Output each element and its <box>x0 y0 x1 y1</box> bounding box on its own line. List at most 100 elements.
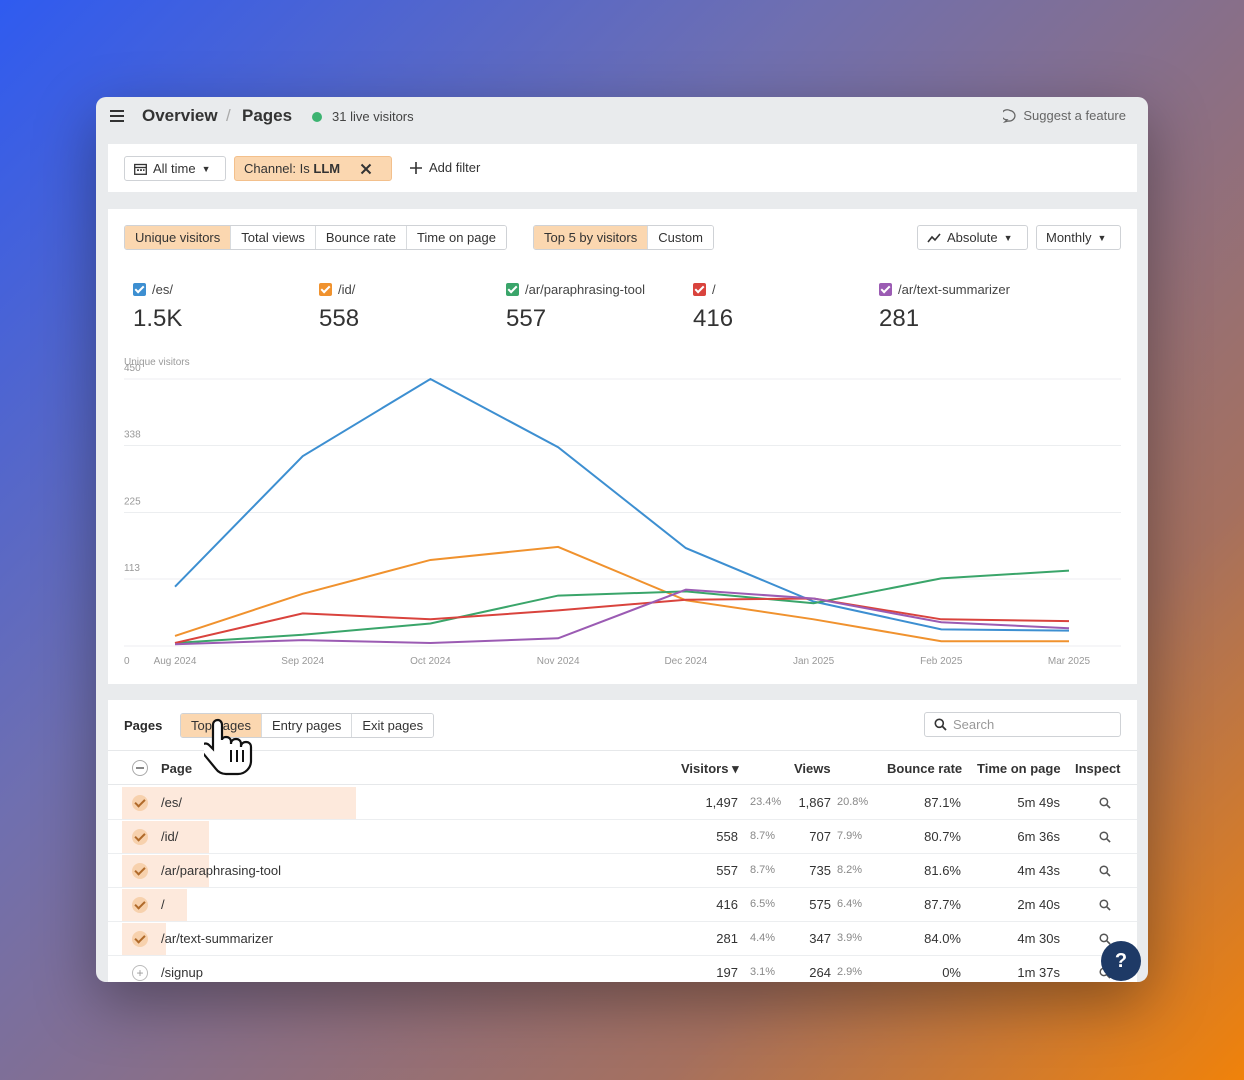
table-row[interactable]: /ar/text-summarizer 281 4.4% 347 3.9% 84.0% 4m… <box>108 922 1137 956</box>
cell-visitors: 197 <box>716 965 738 980</box>
search-input[interactable]: Search <box>924 712 1121 737</box>
sort-desc-icon: ▾ <box>732 761 739 776</box>
channel-filter-label: Channel: Is LLM <box>244 161 340 176</box>
visitor-share-bar <box>122 787 356 819</box>
channel-filter-prefix: Channel: Is <box>244 161 314 176</box>
checkbox-icon[interactable] <box>506 283 519 297</box>
close-icon[interactable] <box>360 163 372 175</box>
tab-unique-visitors[interactable]: Unique visitors <box>125 226 232 249</box>
row-checked-icon[interactable] <box>132 795 148 811</box>
legend-item-root[interactable]: / 416 <box>693 281 733 333</box>
col-visitors-label: Visitors <box>681 761 729 776</box>
cell-bounce: 84.0% <box>924 931 961 946</box>
tab-exit-pages[interactable]: Exit pages <box>352 714 434 737</box>
cell-time: 4m 30s <box>1017 931 1060 946</box>
calendar-icon <box>134 163 147 175</box>
checkbox-icon[interactable] <box>133 283 146 297</box>
cell-views: 575 <box>809 897 831 912</box>
checkbox-icon[interactable] <box>319 283 332 297</box>
cell-time: 6m 36s <box>1017 829 1060 844</box>
table-row[interactable]: /ar/paraphrasing-tool 557 8.7% 735 8.2% 81.6%… <box>108 854 1137 888</box>
col-page[interactable]: Page <box>161 761 193 776</box>
cell-visitors-pct: 3.1% <box>750 966 776 978</box>
scale-dropdown[interactable]: Absolute ▼ <box>917 225 1028 250</box>
row-checked-icon[interactable] <box>132 829 148 845</box>
inspect-icon[interactable] <box>1099 865 1111 877</box>
legend-name: /es/ <box>152 282 173 298</box>
legend-item-es[interactable]: /es/ 1.5K <box>133 281 182 333</box>
checkbox-icon[interactable] <box>879 283 892 297</box>
legend-item-summarizer[interactable]: /ar/text-summarizer 281 <box>879 281 1010 333</box>
cell-page[interactable]: /ar/paraphrasing-tool <box>161 863 281 878</box>
tab-total-views[interactable]: Total views <box>231 226 316 249</box>
cell-time: 1m 37s <box>1017 965 1060 980</box>
chart-panel: Unique visitors Total views Bounce rate … <box>108 209 1137 684</box>
chevron-down-icon: ▼ <box>1003 232 1013 243</box>
breadcrumb-overview[interactable]: Overview <box>142 106 218 125</box>
legend-value: 416 <box>693 305 734 332</box>
channel-filter-value: LLM <box>313 161 341 176</box>
row-checked-icon[interactable] <box>132 897 148 913</box>
col-bounce-rate[interactable]: Bounce rate <box>887 761 963 776</box>
legend-value: 557 <box>506 305 547 332</box>
cell-views-pct: 3.9% <box>837 932 863 944</box>
legend-value: 558 <box>319 305 360 332</box>
tab-time-on-page[interactable]: Time on page <box>406 226 506 249</box>
tab-bounce-rate[interactable]: Bounce rate <box>315 226 407 249</box>
series-line-3 <box>174 597 1070 645</box>
legend-item-id[interactable]: /id/ 558 <box>319 281 359 333</box>
table-row[interactable]: /id/558 8.7% 707 7.9% 80.7% 6m 36s <box>108 820 1137 854</box>
collapse-all-icon[interactable] <box>132 760 148 776</box>
tab-entry-pages[interactable]: Entry pages <box>262 714 353 737</box>
pages-table-panel: Pages Top pages Entry pages Exit pages S… <box>108 700 1137 982</box>
table-header: Page Visitors ▾ Views Bounce rate Time o… <box>108 750 1137 785</box>
cell-page[interactable]: /es/ <box>161 795 182 810</box>
cell-bounce: 87.7% <box>924 897 961 912</box>
interval-label: Monthly <box>1046 230 1092 245</box>
inspect-icon[interactable] <box>1099 831 1111 843</box>
table-row[interactable]: / 416 6.5% 575 6.4% 87.7% 2m 40s <box>108 888 1137 922</box>
y-tick-label: 338 <box>124 429 141 440</box>
table-tabs: Top pages Entry pages Exit pages <box>180 713 435 738</box>
hand-pointer-icon <box>204 718 253 776</box>
col-time-on-page[interactable]: Time on page <box>977 761 1061 776</box>
cell-visitors: 558 <box>716 829 738 844</box>
cell-page[interactable]: /signup <box>161 965 203 980</box>
help-button[interactable]: ? <box>1101 941 1141 981</box>
y-tick-label: 0 <box>124 656 130 667</box>
inspect-icon[interactable] <box>1099 899 1111 911</box>
cell-views: 1,867 <box>798 795 831 810</box>
series-line-0 <box>174 377 1070 632</box>
filter-bar: All time ▼ Channel: Is LLM Add filter <box>108 144 1137 192</box>
col-visitors[interactable]: Visitors ▾ <box>681 761 739 777</box>
legend-item-paraphrasing[interactable]: /ar/paraphrasing-tool 557 <box>506 281 645 333</box>
x-tick-label: Mar 2025 <box>1048 656 1091 667</box>
table-row[interactable]: /es/1,497 23.4% 1,867 20.8% 87.1% 5m 49s <box>108 786 1137 820</box>
suggest-feature-link[interactable]: Suggest a feature <box>1003 108 1126 123</box>
col-views[interactable]: Views <box>794 761 831 776</box>
cell-visitors: 281 <box>716 931 738 946</box>
cell-page[interactable]: / <box>161 897 165 912</box>
line-chart[interactable]: Unique visitors 0 113 225 338 450 Aug 2024 Sep … <box>108 349 1137 679</box>
add-filter-button[interactable]: Add filter <box>410 160 480 175</box>
x-tick-label: Oct 2024 <box>410 656 451 667</box>
add-filter-label: Add filter <box>429 160 481 175</box>
tab-top-5[interactable]: Top 5 by visitors <box>534 226 649 249</box>
channel-filter-chip[interactable]: Channel: Is LLM <box>234 156 392 181</box>
legend-value: 281 <box>879 305 920 332</box>
tab-custom[interactable]: Custom <box>648 226 713 249</box>
menu-icon[interactable] <box>110 110 124 122</box>
row-checked-icon[interactable] <box>132 931 148 947</box>
x-tick-label: Dec 2024 <box>664 656 707 667</box>
x-tick-label: Jan 2025 <box>793 656 835 667</box>
interval-dropdown[interactable]: Monthly ▼ <box>1036 225 1121 250</box>
cell-visitors: 1,497 <box>705 795 738 810</box>
date-range-button[interactable]: All time ▼ <box>124 156 226 181</box>
cell-page[interactable]: /id/ <box>161 829 179 844</box>
table-row[interactable]: + /signup 197 3.1% 264 2.9% 0% 1m 37s <box>108 956 1137 982</box>
cell-page[interactable]: /ar/text-summarizer <box>161 931 273 946</box>
checkbox-icon[interactable] <box>693 283 706 297</box>
row-add-icon[interactable]: + <box>132 965 148 981</box>
inspect-icon[interactable] <box>1099 797 1111 809</box>
row-checked-icon[interactable] <box>132 863 148 879</box>
